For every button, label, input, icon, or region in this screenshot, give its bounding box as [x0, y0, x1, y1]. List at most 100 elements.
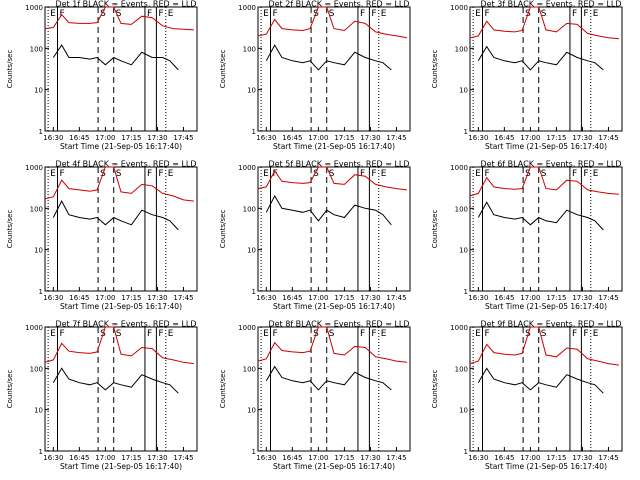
y-axis-label: Counts/sec [431, 370, 439, 409]
event-marker-label: F [59, 169, 64, 179]
event-marker-label: F [572, 329, 577, 339]
y-tick-label: 100 [30, 205, 43, 213]
x-tick-label: 17:00 [308, 454, 328, 462]
event-marker-label: E [475, 9, 481, 19]
y-tick-label: 1000 [238, 324, 256, 332]
panel-6: Det 6f BLACK = Events, RED = LLD Counts/s… [431, 160, 623, 311]
x-tick-label: 17:00 [520, 454, 540, 462]
x-tick-label: 17:15 [121, 454, 141, 462]
event-marker-label: E [475, 329, 481, 339]
event-marker-label: E [168, 329, 174, 339]
x-tick-label: 16:30 [468, 134, 488, 142]
x-tick-label: 17:45 [173, 134, 193, 142]
x-tick-label: 17:45 [386, 294, 406, 302]
series-lld [257, 166, 407, 191]
y-tick-label: 100 [455, 365, 468, 373]
series-events [477, 367, 604, 394]
x-tick-label: 17:45 [386, 454, 406, 462]
y-tick-label: 10 [459, 247, 468, 255]
x-axis-label: Start Time (21-Sep-05 16:17:40) [485, 462, 607, 471]
series-events [52, 367, 179, 394]
panel-5: Det 5f BLACK = Events, RED = LLD Counts/s… [219, 160, 411, 311]
event-marker-label: E [50, 169, 56, 179]
event-marker-label: E [593, 9, 599, 19]
panel-title: Det 6f BLACK = Events, RED = LLD [480, 160, 621, 169]
plot-frame [257, 166, 411, 292]
y-tick-label: 1 [464, 128, 468, 136]
y-axis-label: Counts/sec [6, 50, 14, 89]
series-events [265, 365, 392, 391]
x-axis-label: Start Time (21-Sep-05 16:17:40) [273, 142, 395, 151]
plot-frame [44, 6, 198, 132]
event-marker-label: F [572, 9, 577, 19]
y-tick-label: 10 [459, 87, 468, 95]
panel-8: Det 8f BLACK = Events, RED = LLD Counts/s… [219, 320, 411, 471]
y-tick-label: 100 [243, 205, 256, 213]
series-lld [44, 166, 194, 202]
x-tick-label: 17:45 [173, 454, 193, 462]
series-events [265, 194, 392, 226]
event-marker-label: F [272, 9, 277, 19]
series-events [477, 45, 604, 71]
series-events [52, 200, 179, 231]
series-lld [257, 6, 407, 39]
event-marker-label: S [313, 169, 319, 179]
y-tick-label: 1 [39, 288, 43, 296]
x-axis-label: Start Time (21-Sep-05 16:17:40) [273, 462, 395, 471]
x-tick-label: 17:30 [572, 294, 592, 302]
plot-frame [257, 6, 411, 132]
y-axis-label: Counts/sec [219, 50, 227, 89]
event-marker-label: F [484, 329, 489, 339]
x-tick-label: 17:00 [308, 294, 328, 302]
panel-2: Det 2f BLACK = Events, RED = LLD Counts/s… [219, 0, 411, 151]
x-tick-label: 17:30 [360, 134, 380, 142]
y-tick-label: 1 [252, 288, 256, 296]
event-marker-label: F [158, 329, 163, 339]
y-tick-label: 100 [455, 205, 468, 213]
x-tick-label: 16:30 [468, 294, 488, 302]
x-tick-label: 17:15 [334, 134, 354, 142]
panel-title: Det 8f BLACK = Events, RED = LLD [268, 320, 409, 329]
y-tick-label: 10 [34, 407, 43, 415]
panel-7: Det 7f BLACK = Events, RED = LLD Counts/s… [6, 320, 198, 471]
x-tick-label: 17:00 [95, 294, 115, 302]
series-lld [469, 166, 619, 197]
y-tick-label: 1000 [450, 164, 468, 172]
event-marker-label: S [541, 9, 547, 19]
event-marker-label: S [116, 9, 122, 19]
event-marker-label: F [158, 169, 163, 179]
plot-frame [469, 326, 623, 452]
panel-title: Det 3f BLACK = Events, RED = LLD [480, 0, 621, 9]
event-marker-label: F [59, 329, 64, 339]
event-marker-label: E [168, 169, 174, 179]
x-tick-label: 16:30 [43, 134, 63, 142]
x-tick-label: 17:15 [334, 294, 354, 302]
x-tick-label: 16:45 [282, 454, 302, 462]
event-marker-label: S [541, 169, 547, 179]
event-marker-label: E [50, 9, 56, 19]
x-tick-label: 16:30 [43, 454, 63, 462]
event-marker-label: E [381, 9, 387, 19]
plot-frame [257, 326, 411, 452]
panel-title: Det 1f BLACK = Events, RED = LLD [55, 0, 196, 9]
x-tick-label: 17:15 [334, 454, 354, 462]
x-tick-label: 17:15 [546, 294, 566, 302]
plot-frame [44, 166, 198, 292]
y-tick-label: 1000 [238, 4, 256, 12]
panel-title: Det 5f BLACK = Events, RED = LLD [268, 160, 409, 169]
event-marker-label: F [272, 329, 277, 339]
event-marker-label: S [116, 329, 122, 339]
x-axis-label: Start Time (21-Sep-05 16:17:40) [485, 302, 607, 311]
x-tick-label: 17:30 [147, 134, 167, 142]
event-marker-label: E [263, 9, 269, 19]
plot-frame [469, 6, 623, 132]
panel-9: Det 9f BLACK = Events, RED = LLD Counts/s… [431, 320, 623, 471]
y-tick-label: 100 [455, 45, 468, 53]
x-tick-label: 17:30 [147, 454, 167, 462]
y-axis-label: Counts/sec [219, 370, 227, 409]
x-tick-label: 16:45 [69, 134, 89, 142]
series-lld [257, 326, 407, 363]
event-marker-label: F [360, 9, 365, 19]
y-tick-label: 1 [464, 448, 468, 456]
